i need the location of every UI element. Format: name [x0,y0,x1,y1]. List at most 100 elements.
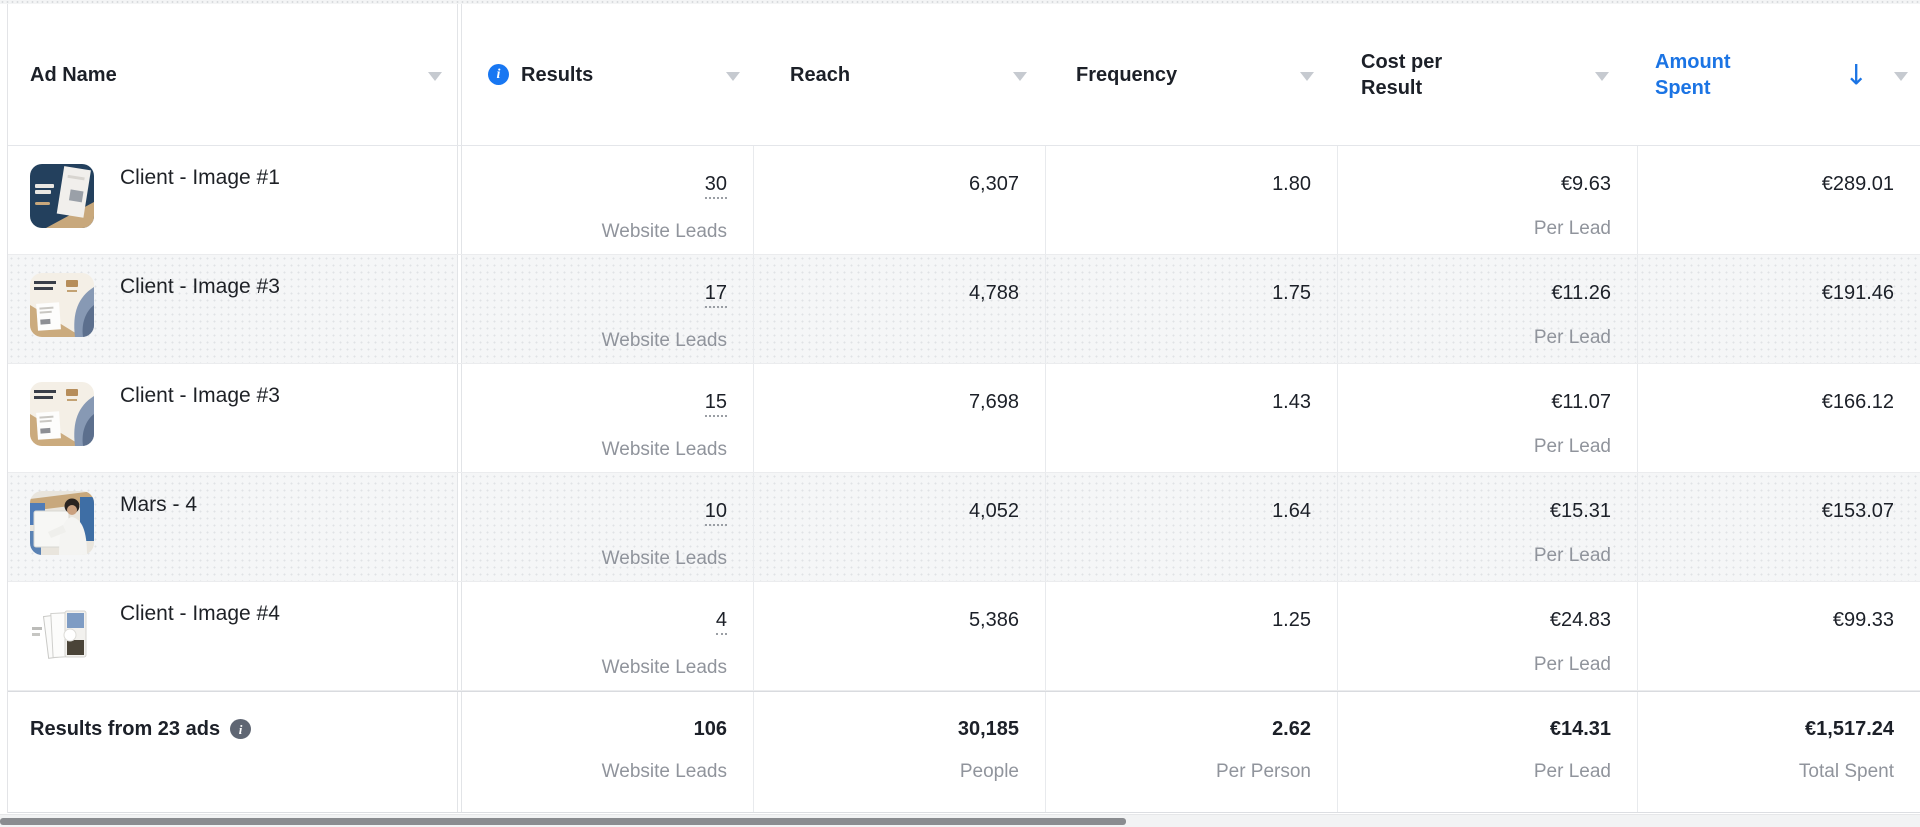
ad-name-cell: Client - Image #1 [8,146,457,254]
footer-results-cell: 106 Website Leads [462,692,753,812]
ad-row[interactable]: Client - Image #3 15 Website Leads 7,698… [8,364,1920,473]
ad-name-text[interactable]: Client - Image #3 [120,275,280,298]
total-results-value: 106 [693,718,727,740]
chevron-down-icon[interactable] [1894,71,1908,81]
reach-unit-label: People [959,761,1019,782]
footer-cost-per-result-cell: €14.31 Per Lead [1337,692,1637,812]
results-type-label: Website Leads [601,439,727,460]
amount-unit-label: Total Spent [1798,761,1894,782]
results-type-label: Website Leads [601,657,727,678]
frozen-pane-divider [457,146,462,254]
chevron-down-icon[interactable] [1013,71,1027,81]
results-value[interactable]: 17 [704,281,727,308]
frequency-cell: 1.64 [1045,473,1337,581]
results-value[interactable]: 4 [715,608,727,635]
ad-thumbnail[interactable] [30,164,94,228]
cost-per-result-value: €9.63 [1560,173,1611,195]
cost-per-result-header-label: Cost per Result [1361,50,1443,99]
footer-summary-label: Results from 23 ads [30,718,221,740]
reach-value: 4,052 [968,500,1019,522]
reach-cell: 7,698 [753,364,1045,472]
column-header-amount-spent[interactable]: Amount Spent ↓ [1637,4,1920,145]
avg-cost-per-result-value: €14.31 [1549,718,1611,740]
frozen-pane-divider [457,582,462,690]
frozen-pane-divider [457,473,462,581]
ad-row[interactable]: Client - Image #4 4 Website Leads 5,386 … [8,582,1920,691]
ad-creative-image [30,491,94,555]
frozen-pane-divider [457,4,462,145]
results-cell: 17 Website Leads [462,255,753,363]
frequency-value: 1.75 [1272,282,1311,304]
info-icon[interactable]: i [230,719,252,739]
footer-summary-row: Results from 23 ads i 106 Website Leads … [8,691,1920,813]
amount-spent-value: €99.33 [1832,609,1894,631]
chevron-down-icon[interactable] [1300,71,1314,81]
amount-spent-value: €289.01 [1821,173,1894,195]
frozen-pane-divider [457,364,462,472]
column-header-reach[interactable]: Reach [753,4,1045,145]
ad-name-text[interactable]: Mars - 4 [120,493,198,516]
total-reach-value: 30,185 [957,718,1019,740]
footer-frequency-cell: 2.62 Per Person [1045,692,1337,812]
results-cell: 15 Website Leads [462,364,753,472]
ad-name-text[interactable]: Client - Image #3 [120,384,280,407]
frequency-header-label: Frequency [1076,63,1178,86]
ad-thumbnail[interactable] [30,600,94,664]
ad-name-cell: Client - Image #3 [8,364,457,472]
ad-row[interactable]: Client - Image #1 30 Website Leads 6,307… [8,146,1920,255]
chevron-down-icon[interactable] [726,71,740,81]
column-header-frequency[interactable]: Frequency [1045,4,1337,145]
ad-name-cell: Client - Image #4 [8,582,457,690]
cost-unit-label: Per Lead [1533,218,1611,239]
horizontal-scrollbar-track[interactable] [0,814,1920,827]
amount-spent-value: €153.07 [1821,500,1894,522]
results-header-label: Results [521,63,594,86]
results-value[interactable]: 10 [704,499,727,526]
reach-value: 4,788 [968,282,1019,304]
cost-per-result-cell: €24.83 Per Lead [1337,582,1637,690]
results-value[interactable]: 15 [704,390,727,417]
ad-name-text[interactable]: Client - Image #4 [120,602,280,625]
amount-spent-cell: €153.07 [1637,473,1920,581]
cost-per-result-value: €11.07 [1551,391,1611,413]
ad-row[interactable]: Mars - 4 10 Website Leads 4,052 1.64 €15… [8,473,1920,582]
column-header-cost-per-result[interactable]: Cost per Result [1337,4,1637,145]
ad-creative-image [30,600,94,664]
ad-row[interactable]: Client - Image #3 17 Website Leads 4,788… [8,255,1920,364]
ad-thumbnail[interactable] [30,382,94,446]
ad-thumbnail[interactable] [30,273,94,337]
sort-descending-icon[interactable]: ↓ [1844,58,1868,91]
ads-report-table: Ad Name i Results Reach Frequency Cost p… [8,4,1920,813]
reach-cell: 5,386 [753,582,1045,690]
footer-reach-cell: 30,185 People [753,692,1045,812]
column-header-results[interactable]: i Results [462,4,753,145]
chevron-down-icon[interactable] [1595,71,1609,81]
ad-name-text[interactable]: Client - Image #1 [120,166,280,189]
frequency-value: 1.43 [1272,391,1311,413]
results-cell: 10 Website Leads [462,473,753,581]
table-left-edge [7,4,8,813]
cost-unit-label: Per Lead [1533,654,1611,675]
frequency-cell: 1.80 [1045,146,1337,254]
frequency-value: 1.64 [1272,500,1311,522]
ad-creative-image [30,273,94,337]
results-value[interactable]: 30 [704,172,727,199]
ad-name-cell: Client - Image #3 [8,255,457,363]
chevron-down-icon[interactable] [428,71,442,81]
cost-unit-label: Per Lead [1533,327,1611,348]
results-type-label: Website Leads [601,548,727,569]
reach-header-label: Reach [790,63,851,86]
amount-spent-cell: €289.01 [1637,146,1920,254]
cost-unit-label: Per Lead [1533,761,1611,782]
amount-spent-value: €166.12 [1821,391,1894,413]
info-icon[interactable]: i [488,64,509,85]
cost-per-result-cell: €11.26 Per Lead [1337,255,1637,363]
horizontal-scrollbar-thumb[interactable] [0,818,1126,825]
column-header-ad-name[interactable]: Ad Name [8,4,457,145]
results-type-label: Website Leads [601,330,727,351]
cost-unit-label: Per Lead [1533,436,1611,457]
ad-thumbnail[interactable] [30,491,94,555]
ad-name-cell: Mars - 4 [8,473,457,581]
cost-per-result-cell: €15.31 Per Lead [1337,473,1637,581]
frequency-cell: 1.75 [1045,255,1337,363]
